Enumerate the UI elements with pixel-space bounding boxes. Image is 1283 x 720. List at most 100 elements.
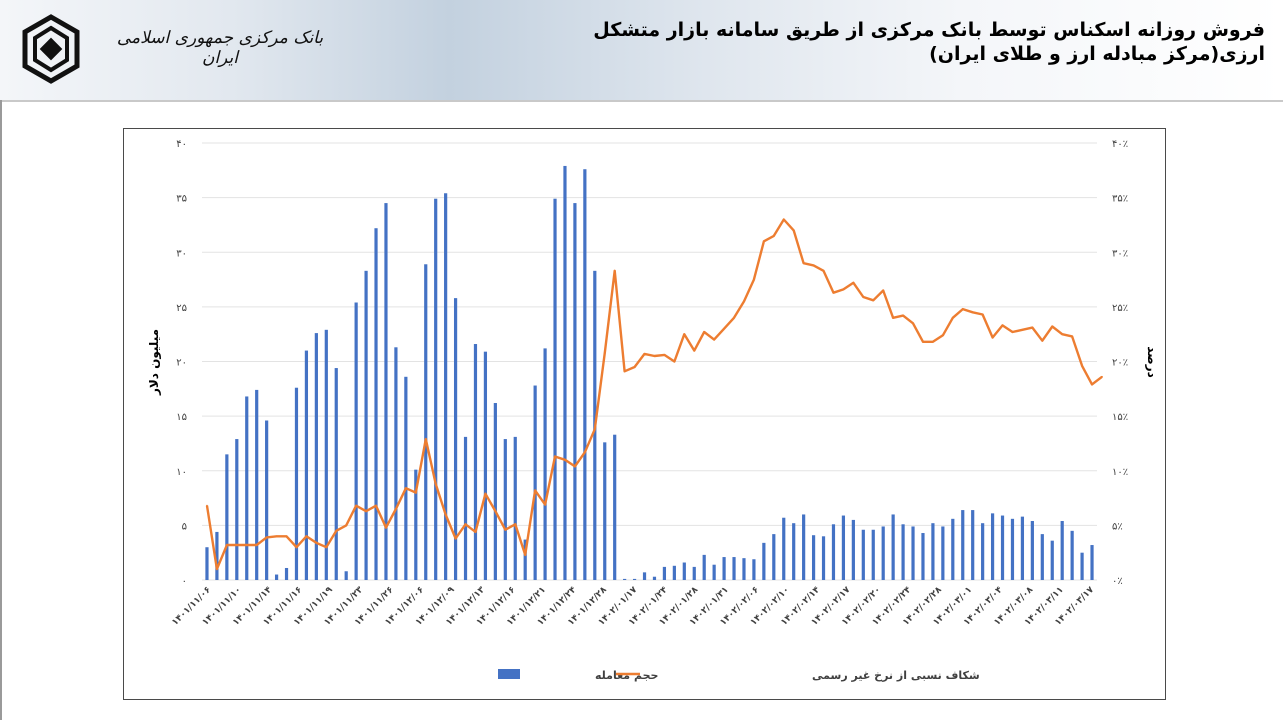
line-point (912, 322, 914, 325)
bar (821, 536, 826, 580)
bar (573, 203, 577, 580)
line-point (941, 334, 944, 337)
y-tick-label: ۲۰ (176, 358, 187, 369)
line-point (812, 264, 815, 267)
x-axis-ticks: ۱۴۰۱/۱۱/۰۶۱۴۰۱/۱۱/۱۰۱۴۰۱/۱۱/۱۴۱۴۰۱/۱۱/۱۶… (170, 585, 1096, 628)
bar (692, 566, 696, 580)
bar (861, 529, 865, 580)
line-point (951, 316, 954, 319)
line-point (524, 553, 527, 556)
bar (1000, 515, 1005, 580)
bar (802, 514, 806, 580)
y2-tick-label: ۱۵٪ (1112, 412, 1128, 423)
bar (394, 347, 398, 580)
line-point (355, 504, 358, 507)
line-point (673, 360, 676, 363)
bar (712, 564, 716, 580)
y-tick-label: ۱۰ (176, 467, 187, 478)
bar (483, 351, 488, 580)
bar (324, 329, 328, 580)
line-point (633, 366, 636, 368)
bar (951, 518, 955, 580)
bar (314, 333, 318, 580)
line-point (872, 299, 875, 302)
line-point (375, 504, 377, 507)
line-point (216, 568, 218, 570)
line-point (782, 218, 785, 221)
line-point (305, 535, 308, 538)
bar (742, 558, 746, 580)
bar (632, 578, 637, 580)
bar (513, 436, 517, 580)
line-point (206, 504, 208, 507)
line-point (464, 523, 467, 526)
header-banner (0, 0, 1283, 100)
series-line (205, 218, 1103, 571)
bar (1060, 521, 1064, 580)
bar (971, 510, 975, 580)
line-point (613, 269, 616, 272)
bar (1050, 540, 1054, 580)
bar (265, 420, 269, 580)
line-point (275, 535, 278, 538)
line-point (255, 544, 258, 546)
line-point (882, 289, 885, 292)
page-title: فروش روزانه اسکناس توسط بانک مرکزی از طر… (505, 18, 1265, 66)
bar (414, 469, 418, 580)
line-point (802, 262, 805, 265)
y2-tick-label: ۴۰٪ (1112, 139, 1128, 150)
bar (334, 368, 338, 580)
line-point (832, 291, 835, 294)
line-point (822, 269, 825, 272)
y-tick-label: ۰ (182, 576, 187, 587)
bar (274, 574, 279, 580)
bar (851, 519, 855, 580)
y2-tick-label: ۲۵٪ (1112, 303, 1128, 314)
bar (245, 396, 249, 580)
line-point (325, 546, 328, 549)
line-point (852, 281, 855, 284)
line-point (315, 541, 318, 544)
line-point (245, 544, 248, 546)
line-point (733, 316, 735, 319)
line-point (1091, 383, 1093, 386)
bar (463, 436, 468, 580)
legend-label-bar: حجم معامله (595, 669, 658, 682)
bar (523, 539, 527, 580)
line-point (683, 333, 686, 336)
bar (831, 524, 836, 580)
y-tick-label: ۳۰ (176, 248, 187, 259)
line-point (424, 438, 427, 440)
line-point (434, 482, 437, 485)
y-axis-left-ticks: ۰ ۵ ۱۰ ۱۵ ۲۰ ۲۵ ۳۰ ۳۵ ۴۰ (176, 139, 187, 587)
line-point (762, 240, 765, 243)
line-point (335, 529, 338, 532)
bar (553, 198, 557, 580)
bar (304, 350, 309, 580)
line-point (444, 513, 447, 516)
line-point (583, 451, 586, 454)
line-point (743, 300, 745, 303)
line-point (395, 508, 397, 510)
line-point (753, 278, 755, 281)
line-point (494, 510, 497, 513)
bar (782, 517, 786, 580)
title-line-1: فروش روزانه اسکناس توسط بانک مرکزی از طر… (593, 19, 1265, 41)
y-axis-right-title: درصد (1145, 346, 1159, 378)
line-point (723, 327, 725, 330)
line-point (1031, 326, 1034, 329)
line-point (454, 537, 457, 540)
line-point (792, 229, 795, 232)
line-point (534, 489, 537, 492)
bar (503, 439, 507, 580)
line-point (504, 528, 507, 531)
bar (255, 389, 259, 580)
bar (1070, 530, 1074, 580)
bar (453, 298, 458, 580)
bar (235, 439, 239, 580)
bar (871, 529, 875, 580)
line-point (1071, 335, 1074, 338)
line-point (902, 314, 904, 317)
bar (533, 385, 537, 580)
line-point (295, 546, 298, 549)
